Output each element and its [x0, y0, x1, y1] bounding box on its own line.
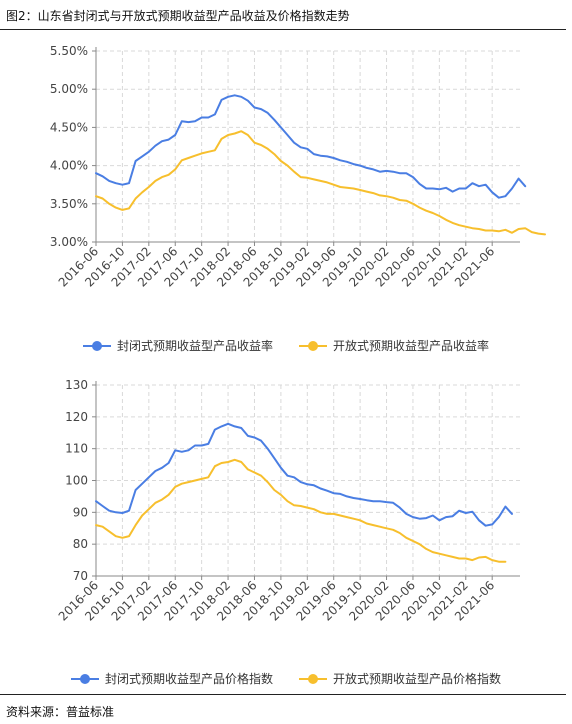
- price-series-line-open: [95, 458, 507, 563]
- legend-label: 开放式预期收益型产品价格指数: [333, 672, 502, 686]
- figure-title: 图2：山东省封闭式与开放式预期收益型产品收益及价格指数走势: [6, 9, 350, 23]
- legend-label: 封闭式预期收益型产品收益率: [116, 339, 273, 353]
- legend-swatch-icon: [299, 340, 327, 351]
- yield-legend-item-open[interactable]: 开放式预期收益型产品收益率: [299, 337, 489, 354]
- yield-y-tick-label: 5.00%: [50, 82, 88, 96]
- yield-line-chart: 3.00%3.50%4.00%4.50%5.00%5.50%2016-06201…: [50, 44, 546, 290]
- price-legend-item-closed[interactable]: 封闭式预期收益型产品价格指数: [70, 670, 273, 687]
- price-y-tick-label: 120: [65, 410, 88, 424]
- price-y-tick-label: 70: [73, 569, 88, 583]
- yield-y-tick-label: 3.00%: [50, 235, 88, 249]
- yield-grid: [95, 50, 520, 243]
- top-rule: [0, 29, 566, 30]
- price-legend-item-open[interactable]: 开放式预期收益型产品价格指数: [299, 670, 501, 687]
- yield-y-tick-label: 4.00%: [50, 159, 88, 173]
- price-y-tick-label: 130: [65, 378, 88, 392]
- price-index-chart-legend: 封闭式预期收益型产品价格指数 开放式预期收益型产品价格指数: [0, 670, 572, 687]
- yield-legend-item-closed[interactable]: 封闭式预期收益型产品收益率: [82, 337, 273, 354]
- yield-y-tick-label: 3.50%: [50, 197, 88, 211]
- yield-chart-legend: 封闭式预期收益型产品收益率 开放式预期收益型产品收益率: [0, 337, 572, 354]
- price-series-line-closed: [95, 422, 513, 527]
- price-y-tick-label: 80: [73, 537, 88, 551]
- price-index-line-chart: 7080901001101201302016-062016-102017-022…: [56, 378, 520, 624]
- price-y-tick-label: 90: [73, 505, 88, 519]
- legend-swatch-icon: [299, 673, 327, 684]
- yield-series-line-closed: [95, 94, 527, 199]
- legend-label: 开放式预期收益型产品收益率: [333, 339, 490, 353]
- price-grid: [95, 384, 520, 577]
- yield-series-line-open: [95, 130, 546, 236]
- legend-swatch-icon: [82, 340, 111, 351]
- legend-swatch-icon: [70, 673, 99, 684]
- price-y-tick-label: 110: [65, 442, 88, 456]
- yield-y-tick-label: 5.50%: [50, 44, 88, 58]
- price-y-tick-label: 100: [65, 474, 88, 488]
- yield-y-tick-label: 4.50%: [50, 120, 88, 134]
- source-note: 资料来源：普益标准: [6, 705, 115, 719]
- bottom-rule: [0, 694, 566, 695]
- legend-label: 封闭式预期收益型产品价格指数: [104, 672, 273, 686]
